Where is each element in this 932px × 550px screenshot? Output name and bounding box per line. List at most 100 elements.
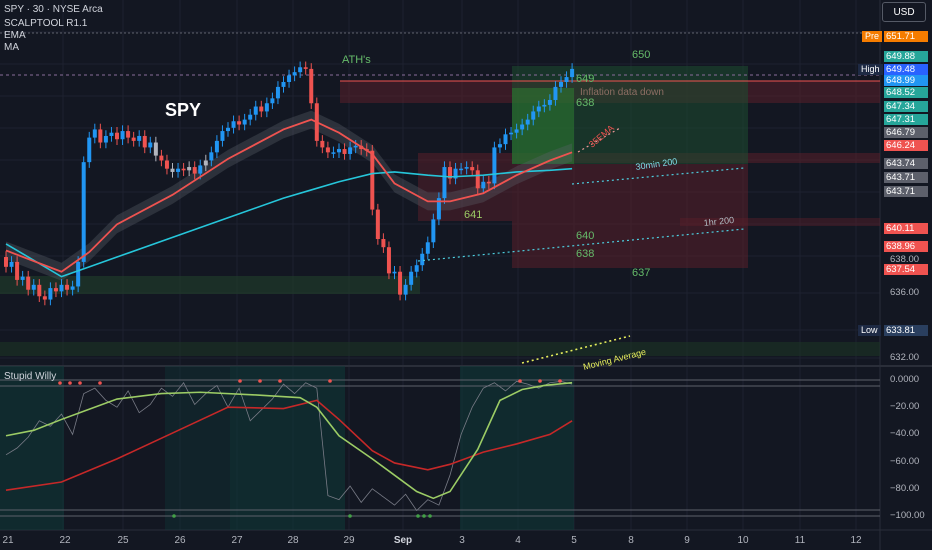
candle-13 (76, 261, 81, 287)
candle-16 (92, 129, 97, 138)
candle-9 (53, 288, 58, 292)
x-tick-7: Sep (393, 535, 413, 546)
candle-96 (536, 106, 541, 112)
candle-6 (37, 284, 42, 297)
candle-28 (159, 155, 164, 161)
osc-fast-line (5, 381, 573, 500)
candle-1 (9, 261, 14, 267)
price-label-7: 646.79 (884, 127, 928, 138)
stop-zone (512, 164, 748, 268)
candle-2 (15, 261, 20, 280)
candle-67 (375, 209, 380, 240)
indicator-ma[interactable]: MA (4, 42, 19, 53)
candle-76 (425, 242, 430, 254)
candle-75 (420, 253, 425, 266)
ma-line (5, 167, 573, 278)
annotation-11: 1hr 200 (703, 215, 734, 228)
currency-button[interactable]: USD (882, 2, 926, 22)
x-tick-11: 8 (628, 535, 634, 546)
candle-23 (131, 137, 136, 141)
candle-41 (231, 121, 236, 128)
price-label-2: 649.88 (884, 51, 928, 62)
low-zone (0, 342, 880, 356)
candle-22 (126, 131, 131, 138)
osc-zone-1 (165, 366, 230, 530)
candle-89 (497, 144, 502, 148)
annotation-2: 649 (576, 73, 594, 85)
candle-34 (192, 167, 197, 174)
osc-y-tick-3: −60.00 (890, 455, 920, 467)
candle-77 (431, 219, 436, 243)
candle-46 (259, 106, 264, 112)
candle-95 (531, 111, 536, 120)
candle-25 (142, 135, 147, 148)
osc-signal-top-1 (68, 381, 72, 385)
candle-63 (353, 145, 358, 148)
price-label-13: 638.96 (884, 241, 928, 252)
trend-moving-average (521, 335, 631, 364)
indicator-ema[interactable]: EMA (4, 30, 26, 41)
candle-50 (281, 81, 286, 87)
osc-slow-line (5, 399, 573, 491)
candle-39 (220, 131, 225, 141)
price-label-5: 647.34 (884, 101, 928, 112)
candle-45 (253, 106, 258, 115)
candle-21 (120, 131, 125, 140)
candle-11 (65, 284, 70, 290)
osc-signal-bottom-1 (348, 514, 352, 518)
candle-83 (464, 167, 469, 169)
candle-38 (214, 140, 219, 153)
trend-35ema (577, 127, 621, 153)
chart-title: SPY (165, 100, 201, 120)
osc-y-tick-0: 0.0000 (890, 374, 920, 385)
candle-37 (209, 152, 214, 161)
ema-band (6, 110, 573, 281)
osc-signal-top-5 (258, 379, 262, 383)
candle-18 (103, 135, 108, 143)
candle-26 (148, 142, 153, 148)
symbol-title: SPY · 30 · NYSE Arca (4, 4, 103, 15)
osc-zone-2 (230, 366, 345, 530)
osc-signal-top-9 (538, 379, 542, 383)
price-label-1: 649.48 (884, 64, 928, 75)
indicator-scalptool[interactable]: SCALPTOOL R1.1 (4, 18, 88, 29)
candle-29 (164, 160, 169, 169)
price-prefix-15: Low (858, 325, 881, 336)
osc-y-tick-4: −80.00 (890, 482, 920, 494)
candle-7 (42, 296, 47, 300)
price-label-14: 637.54 (884, 264, 928, 275)
candle-84 (470, 167, 475, 171)
annotation-3: 638 (576, 97, 594, 109)
price-label-11: 643.71 (884, 186, 928, 197)
price-label-9: 643.74 (884, 158, 928, 169)
osc-signal-bottom-2 (416, 514, 420, 518)
candle-32 (181, 168, 186, 171)
annotation-1: 650 (632, 49, 650, 61)
y-tick-0: 636.00 (890, 287, 920, 298)
candle-87 (486, 181, 491, 184)
price-label-6: 647.31 (884, 114, 928, 125)
osc-signal-bottom-3 (422, 514, 426, 518)
candle-74 (414, 265, 419, 272)
candle-43 (242, 119, 247, 125)
candle-66 (370, 150, 375, 210)
candle-48 (270, 98, 275, 104)
candle-62 (348, 147, 353, 154)
candle-19 (109, 132, 114, 136)
price-label-3: 648.99 (884, 75, 928, 86)
candle-99 (553, 86, 558, 100)
y-tick-1: 638.00 (890, 254, 920, 266)
oscillator-title[interactable]: Stupid Willy (4, 371, 57, 382)
osc-signal-top-2 (78, 381, 82, 385)
candle-57 (320, 140, 325, 148)
candle-81 (453, 168, 458, 179)
osc-zone-3 (460, 366, 574, 530)
x-tick-13: 10 (737, 535, 749, 546)
candle-79 (442, 167, 447, 199)
candle-51 (287, 75, 292, 82)
annotation-4: 641 (464, 209, 482, 221)
candle-36 (203, 160, 208, 166)
candle-35 (198, 165, 203, 174)
candle-27 (153, 142, 158, 156)
